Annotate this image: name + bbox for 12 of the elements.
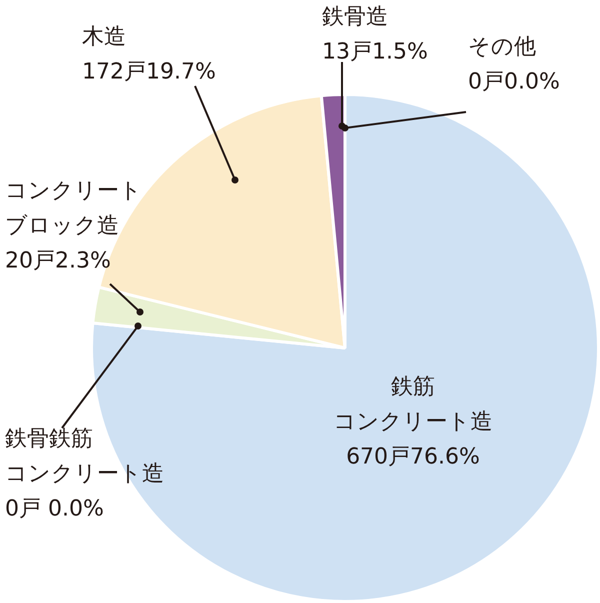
slice-label: 木造 bbox=[82, 24, 126, 50]
data-label: 13戸1.5% bbox=[322, 40, 428, 65]
data-label: 670戸76.6% bbox=[346, 444, 480, 470]
slice-label: コンクリートブロック造 bbox=[5, 178, 142, 239]
slice-label: 鉄筋コンクリート造 bbox=[334, 374, 492, 435]
data-label: 172戸19.7% bbox=[82, 60, 216, 85]
text: 0戸0.0% bbox=[468, 70, 560, 95]
text: 0戸 0.0% bbox=[5, 496, 104, 522]
category-label: 鉄骨鉄筋コンクリート造 bbox=[5, 426, 164, 487]
slice-label: 鉄骨造 bbox=[322, 4, 388, 30]
category-label: その他 bbox=[468, 34, 536, 60]
data-label: 20戸2.3% bbox=[5, 248, 111, 274]
